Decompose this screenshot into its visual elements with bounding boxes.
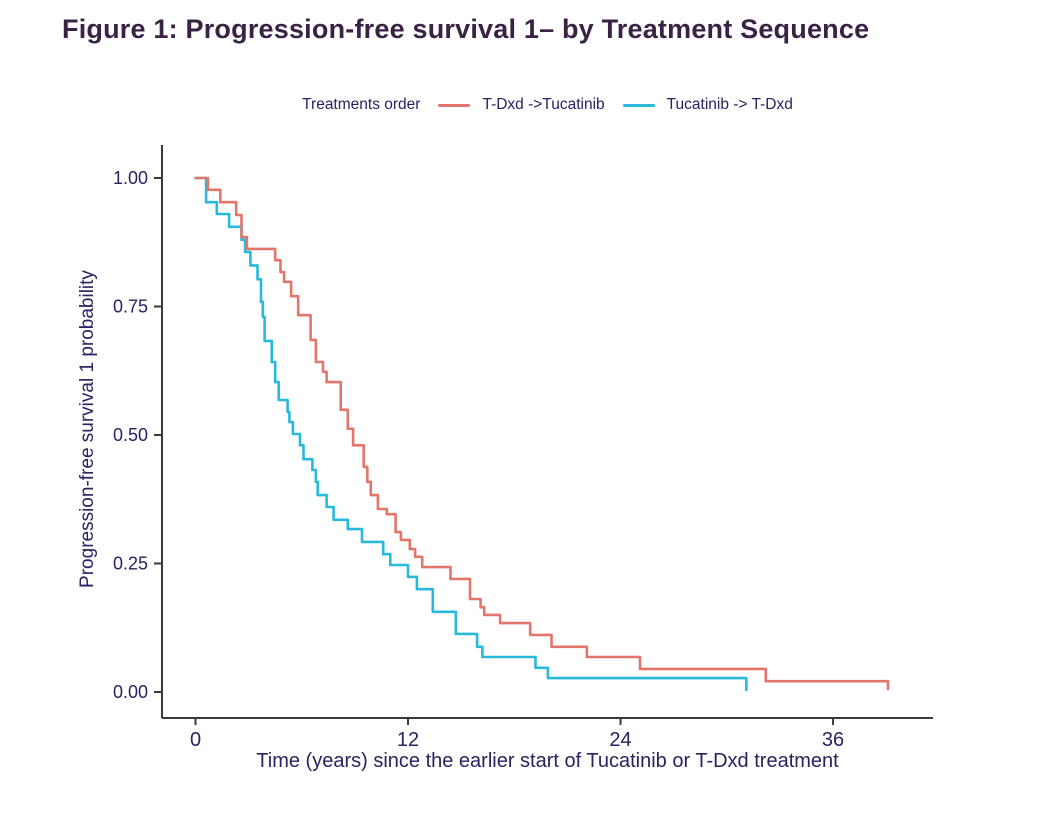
y-tick-label: 0.00 [113,682,148,702]
x-tick-label: 0 [190,729,201,751]
x-tick-label: 12 [397,729,419,751]
legend-item-tdxd-first: T-Dxd ->Tucatinib [438,96,605,114]
y-tick-label: 0.75 [113,297,148,317]
figure-title: Figure 1: Progression-free survival 1– b… [62,14,870,44]
legend-title: Treatments order [302,96,421,113]
km-curve-tucatinib-t-dxd [194,176,748,692]
legend-key-line-cyan-icon [622,103,655,107]
legend-item-label: T-Dxd ->Tucatinib [482,96,605,113]
y-tick-label: 1.00 [113,168,148,188]
legend-item-label: Tucatinib -> T-Dxd [666,96,793,113]
legend-key-line-salmon-icon [438,103,471,107]
legend-item-tucatinib-first: Tucatinib -> T-Dxd [622,96,793,114]
x-tick-label: 36 [822,729,844,751]
km-curve-t-dxd-tucatinib [194,176,890,691]
y-tick-label: 0.25 [113,554,148,574]
x-tick-label: 24 [609,729,631,751]
legend: Treatments order T-Dxd ->Tucatinib Tucat… [162,96,933,114]
y-tick-label: 0.50 [113,425,148,445]
x-axis-label: Time (years) since the earlier start of … [256,750,839,772]
